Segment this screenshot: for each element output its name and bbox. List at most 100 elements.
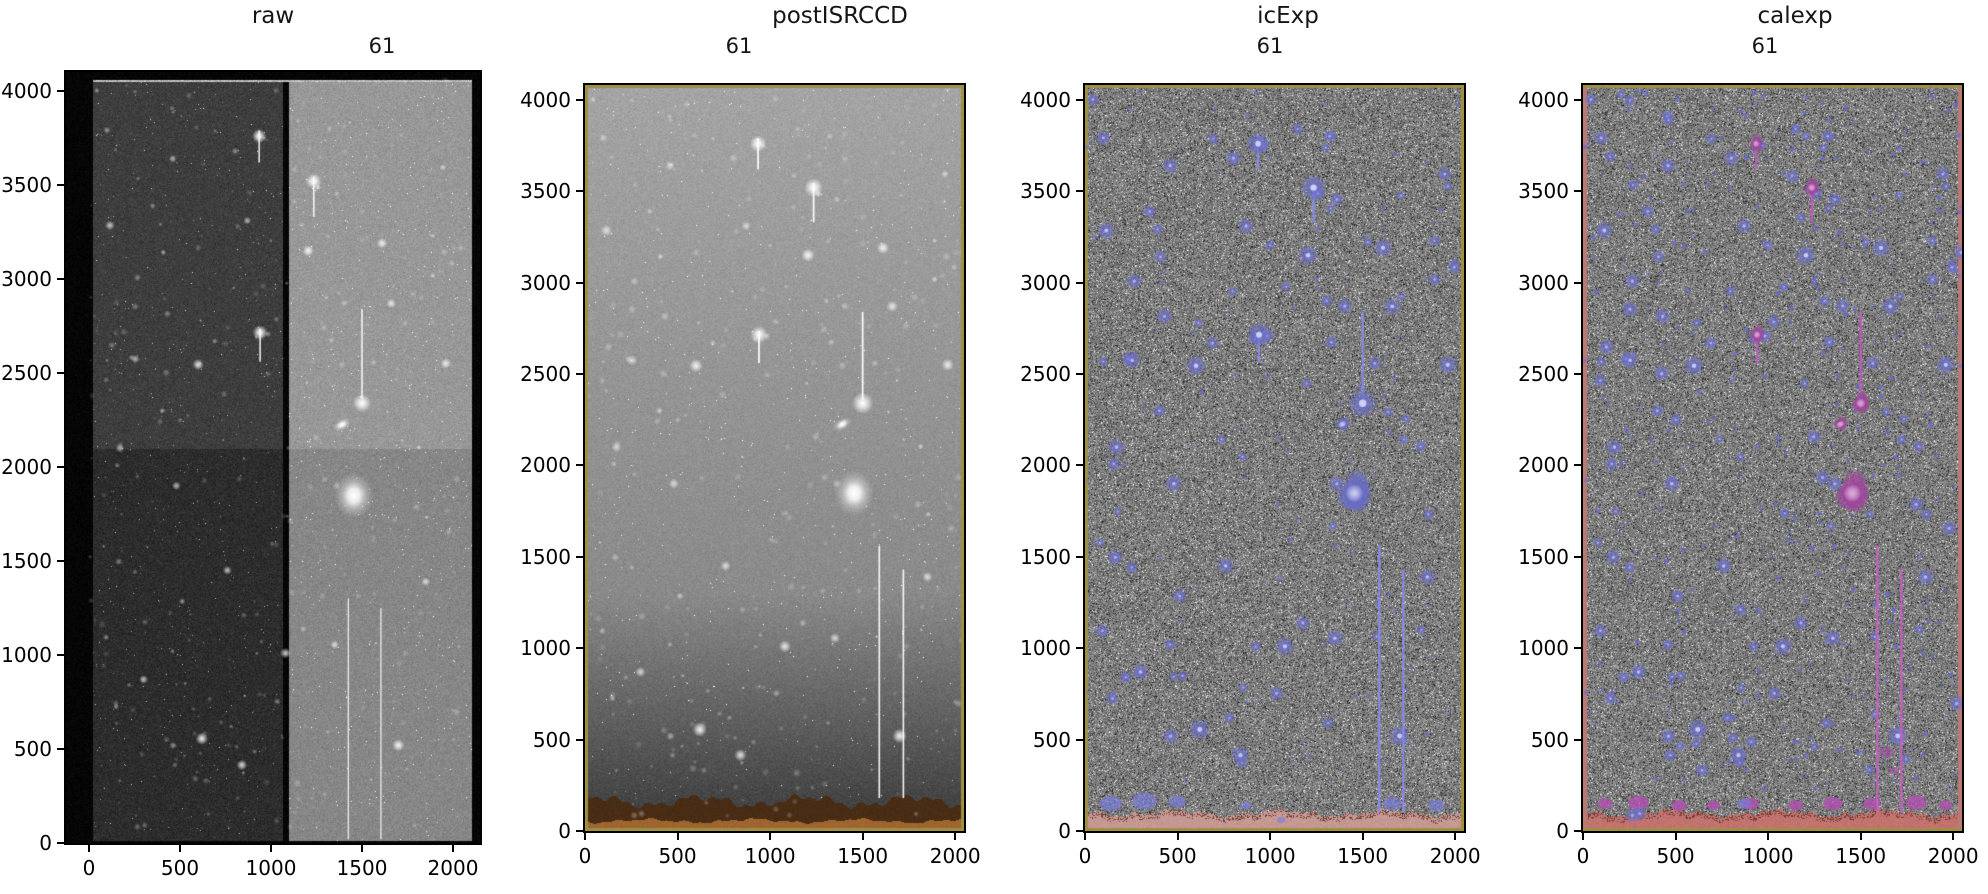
x-tick-label: 1000 [1742,844,1794,868]
panel-title-raw: raw [251,3,295,29]
y-tick-label: 3500 [1,173,52,197]
y-tick-mark [57,184,64,186]
raw-image-canvas [66,72,480,843]
x-tick-mark [584,833,586,840]
x-tick-mark [88,845,90,852]
y-tick-mark [1076,281,1083,284]
y-tick-mark [1574,373,1581,375]
y-tick-label: 2500 [1020,362,1071,386]
y-tick-mark [1574,830,1581,832]
x-tick-label: 2000 [1927,844,1979,868]
y-tick-mark [57,842,64,844]
y-tick-label: 1500 [1518,544,1569,569]
y-tick-label: 3500 [1020,179,1071,204]
x-tick-label: 1500 [336,856,388,880]
x-tick-label: 500 [1158,844,1197,868]
x-tick-label: 1500 [1337,844,1389,868]
y-tick-mark [1076,555,1083,558]
x-tick-label: 2000 [929,844,981,868]
y-tick-label: 2000 [1518,453,1569,478]
y-tick-mark [1076,464,1083,467]
y-tick-label: 1000 [1020,636,1071,661]
y-tick-mark [576,738,583,741]
x-tick-mark [1582,833,1584,840]
x-tick-mark [1084,833,1086,840]
x-tick-mark [361,845,363,852]
x-tick-mark [1674,833,1677,840]
y-tick-label: 4000 [1,79,52,103]
postisrccd-image-canvas [585,85,964,831]
panel-subtitle-raw: 61 [368,34,396,58]
y-tick-label: 0 [558,819,571,843]
x-tick-label: 1000 [1244,844,1296,868]
y-tick-label: 1500 [1020,544,1071,569]
y-tick-mark [576,281,583,284]
x-tick-label: 1000 [245,856,297,880]
y-tick-label: 1500 [520,544,571,569]
y-tick-label: 3000 [1,267,52,291]
y-tick-label: 500 [1530,727,1569,752]
y-tick-mark [1076,98,1083,101]
x-tick-label: 0 [578,844,592,868]
y-tick-label: 0 [1058,819,1071,843]
x-tick-label: 2000 [1429,844,1481,868]
panel-title-calexp: calexp [1757,3,1833,29]
y-tick-mark [576,373,583,375]
x-tick-label: 500 [160,856,200,880]
y-tick-label: 4000 [1518,87,1569,112]
y-tick-label: 3000 [1020,270,1071,295]
y-tick-label: 2500 [1,361,52,385]
panel-subtitle-calexp: 61 [1751,34,1779,58]
y-tick-mark [1574,281,1581,284]
x-tick-label: 1500 [1835,844,1887,868]
y-tick-mark [1574,647,1581,650]
y-tick-label: 4000 [1020,87,1071,112]
x-tick-mark [1859,833,1862,840]
y-tick-label: 3500 [1518,179,1569,204]
y-tick-label: 3000 [1518,270,1569,295]
y-tick-mark [57,560,64,562]
x-tick-mark [954,833,957,840]
y-tick-label: 2000 [1020,453,1071,478]
panel-subtitle-icexp: 61 [1256,34,1284,58]
y-tick-label: 1500 [1,549,52,573]
y-tick-label: 500 [1032,727,1071,752]
y-tick-mark [1574,555,1581,558]
x-tick-label: 0 [1576,844,1590,868]
y-tick-label: 1000 [1518,636,1569,661]
x-tick-mark [861,833,864,840]
y-tick-label: 3500 [520,179,571,204]
y-tick-label: 2000 [1,455,52,479]
x-tick-label: 0 [1078,844,1092,868]
y-tick-mark [1076,830,1083,832]
x-tick-mark [676,833,679,840]
x-tick-label: 0 [82,856,96,880]
x-tick-mark [452,845,454,852]
y-tick-mark [57,654,64,656]
y-tick-label: 0 [39,831,52,855]
icexp-image-canvas [1085,85,1464,831]
y-tick-label: 2000 [520,453,571,478]
x-tick-mark [1269,833,1272,840]
y-tick-mark [576,830,583,832]
y-tick-mark [57,466,64,468]
y-tick-mark [1076,190,1083,193]
y-tick-mark [1076,738,1083,741]
y-tick-label: 4000 [520,87,571,112]
x-tick-label: 1500 [837,844,889,868]
y-tick-mark [57,372,64,374]
x-tick-label: 500 [1656,844,1695,868]
panel-subtitle-postisrccd: 61 [725,34,753,58]
y-tick-mark [57,748,64,750]
y-tick-mark [576,98,583,101]
panel-title-icexp: icExp [1257,3,1319,29]
y-tick-label: 500 [532,727,571,752]
y-tick-label: 3000 [520,270,571,295]
y-tick-mark [1574,98,1581,101]
x-tick-label: 2000 [427,856,479,880]
y-tick-label: 2500 [520,362,571,386]
y-tick-label: 0 [1556,819,1569,843]
x-tick-mark [270,845,272,852]
x-tick-mark [1361,833,1364,840]
